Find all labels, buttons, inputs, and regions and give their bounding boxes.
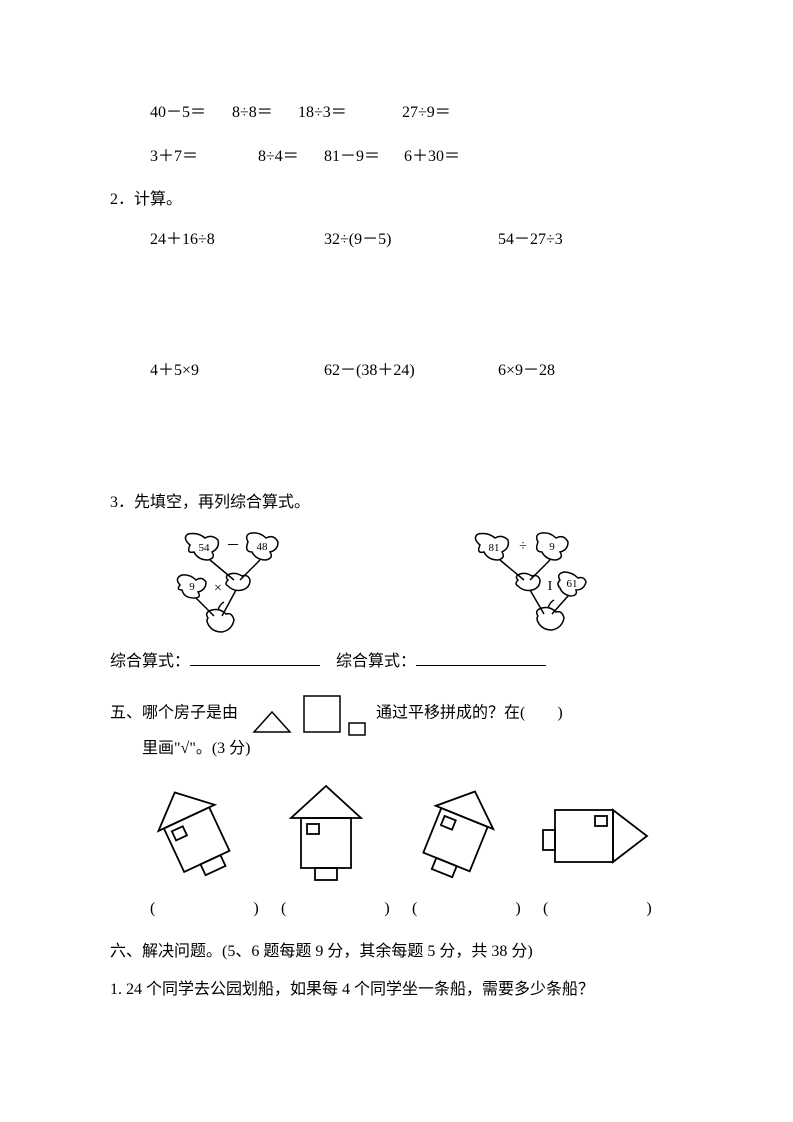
expr: 6×9－28 bbox=[498, 358, 555, 384]
eq: 18÷3＝ bbox=[298, 100, 398, 126]
label: 综合算式： bbox=[110, 653, 190, 670]
leaf-apple-diagram-2: 81 ÷ 9 61 I bbox=[460, 530, 620, 640]
q5-suffix: 通过平移拼成的？在( ) bbox=[376, 705, 563, 722]
q5-line1: 五、哪个房子是由 通过平移拼成的？在( ) bbox=[110, 692, 683, 736]
q2-title: 2．计算。 bbox=[110, 187, 683, 213]
svg-text:48: 48 bbox=[257, 541, 269, 553]
svg-text:61: 61 bbox=[567, 578, 578, 590]
svg-text:÷: ÷ bbox=[519, 539, 527, 554]
q5-prefix: 五、哪个房子是由 bbox=[110, 705, 238, 722]
expr: 32÷(9－5) bbox=[324, 227, 494, 253]
svg-text:54: 54 bbox=[199, 542, 211, 554]
eq: 8÷4＝ bbox=[258, 144, 320, 170]
svg-text:－: － bbox=[226, 539, 240, 554]
eq: 8÷8＝ bbox=[232, 100, 294, 126]
eq: 81－9＝ bbox=[324, 144, 400, 170]
house-options-row bbox=[140, 776, 653, 886]
eq: 3＋7＝ bbox=[150, 144, 254, 170]
eq: 27÷9＝ bbox=[402, 100, 451, 126]
equation-row-2: 3＋7＝ 8÷4＝ 81－9＝ 6＋30＝ bbox=[150, 144, 683, 170]
equation-row-1: 40－5＝ 8÷8＝ 18÷3＝ 27÷9＝ bbox=[150, 100, 683, 126]
house-option-a bbox=[140, 776, 250, 886]
svg-text:×: × bbox=[214, 581, 222, 596]
square-icon bbox=[300, 692, 344, 736]
expr: 24＋16÷8 bbox=[150, 227, 320, 253]
blank-line bbox=[416, 648, 546, 666]
inline-shape-group bbox=[248, 692, 366, 736]
label: 综合算式： bbox=[336, 653, 416, 670]
svg-text:9: 9 bbox=[189, 581, 195, 593]
leaf-apple-diagram-1: 54 － 48 9 × bbox=[170, 530, 330, 640]
paren: ( ) bbox=[281, 896, 381, 922]
house-option-b bbox=[271, 776, 381, 886]
expr: 4＋5×9 bbox=[150, 358, 320, 384]
calc-row-1: 24＋16÷8 32÷(9－5) 54－27÷3 bbox=[150, 227, 683, 253]
svg-text:9: 9 bbox=[549, 541, 555, 553]
eq: 6＋30＝ bbox=[404, 144, 460, 170]
house-option-c bbox=[402, 776, 512, 886]
paren: ( ) bbox=[150, 896, 250, 922]
triangle-icon bbox=[248, 706, 296, 736]
svg-text:81: 81 bbox=[489, 542, 500, 554]
house-option-d bbox=[533, 786, 653, 886]
paren: ( ) bbox=[543, 896, 643, 922]
paren: ( ) bbox=[412, 896, 512, 922]
q5-line2: 里画"√"。(3 分) bbox=[142, 736, 683, 762]
calc-row-2: 4＋5×9 62－(38＋24) 6×9－28 bbox=[150, 358, 683, 384]
q3-title: 3．先填空，再列综合算式。 bbox=[110, 490, 683, 516]
leaf-apple-diagrams: 54 － 48 9 × 81 ÷ bbox=[170, 530, 683, 640]
paren-row: ( ) ( ) ( ) ( ) bbox=[150, 896, 643, 922]
small-rect-icon bbox=[348, 722, 366, 736]
expr: 54－27÷3 bbox=[498, 227, 563, 253]
combined-formula-row: 综合算式： 综合算式： bbox=[110, 648, 683, 675]
eq: 40－5＝ bbox=[150, 100, 228, 126]
q6-title: 六、解决问题。(5、6 题每题 9 分，其余每题 5 分，共 38 分) bbox=[110, 939, 683, 965]
q6-problem-1: 1. 24 个同学去公园划船，如果每 4 个同学坐一条船，需要多少条船？ bbox=[110, 977, 683, 1003]
blank-line bbox=[190, 648, 320, 666]
svg-text:I: I bbox=[548, 579, 553, 594]
expr: 62－(38＋24) bbox=[324, 358, 494, 384]
